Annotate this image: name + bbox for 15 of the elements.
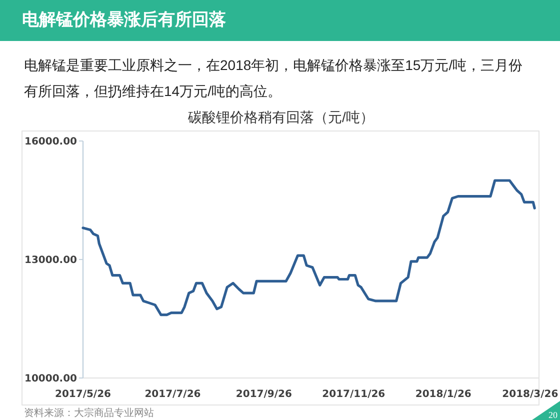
chart-subtitle: 电解锰是重要工业原料之一，在2018年初，电解锰价格暴涨至15万元/吨，三月份有所回落，但扔维持在14万元/吨的高位。: [24, 56, 524, 101]
text: 碳酸锂价格稍有回落（元/吨）: [187, 109, 374, 125]
x-tick-label: 2018/1/26: [415, 389, 472, 400]
chart-title: 电解锰价格暴涨后有所回落: [22, 9, 226, 31]
x-tick-label: 2017/7/26: [144, 389, 201, 400]
text: 资料来源：大宗商品专业网站: [24, 407, 154, 419]
y-tick-label: 16000.00: [24, 136, 78, 148]
y-tick-label: 10000.00: [24, 374, 78, 384]
y-tick-label: 13000.00: [24, 255, 78, 266]
x-tick-label: 2017/9/26: [236, 389, 292, 400]
text: 20: [548, 410, 558, 420]
x-tick-label: 2018/3/26: [502, 389, 558, 400]
x-tick-label: 2017/5/26: [54, 389, 112, 400]
line-series: [82, 179, 536, 316]
x-tick-label: 2017/11/26: [322, 389, 386, 400]
